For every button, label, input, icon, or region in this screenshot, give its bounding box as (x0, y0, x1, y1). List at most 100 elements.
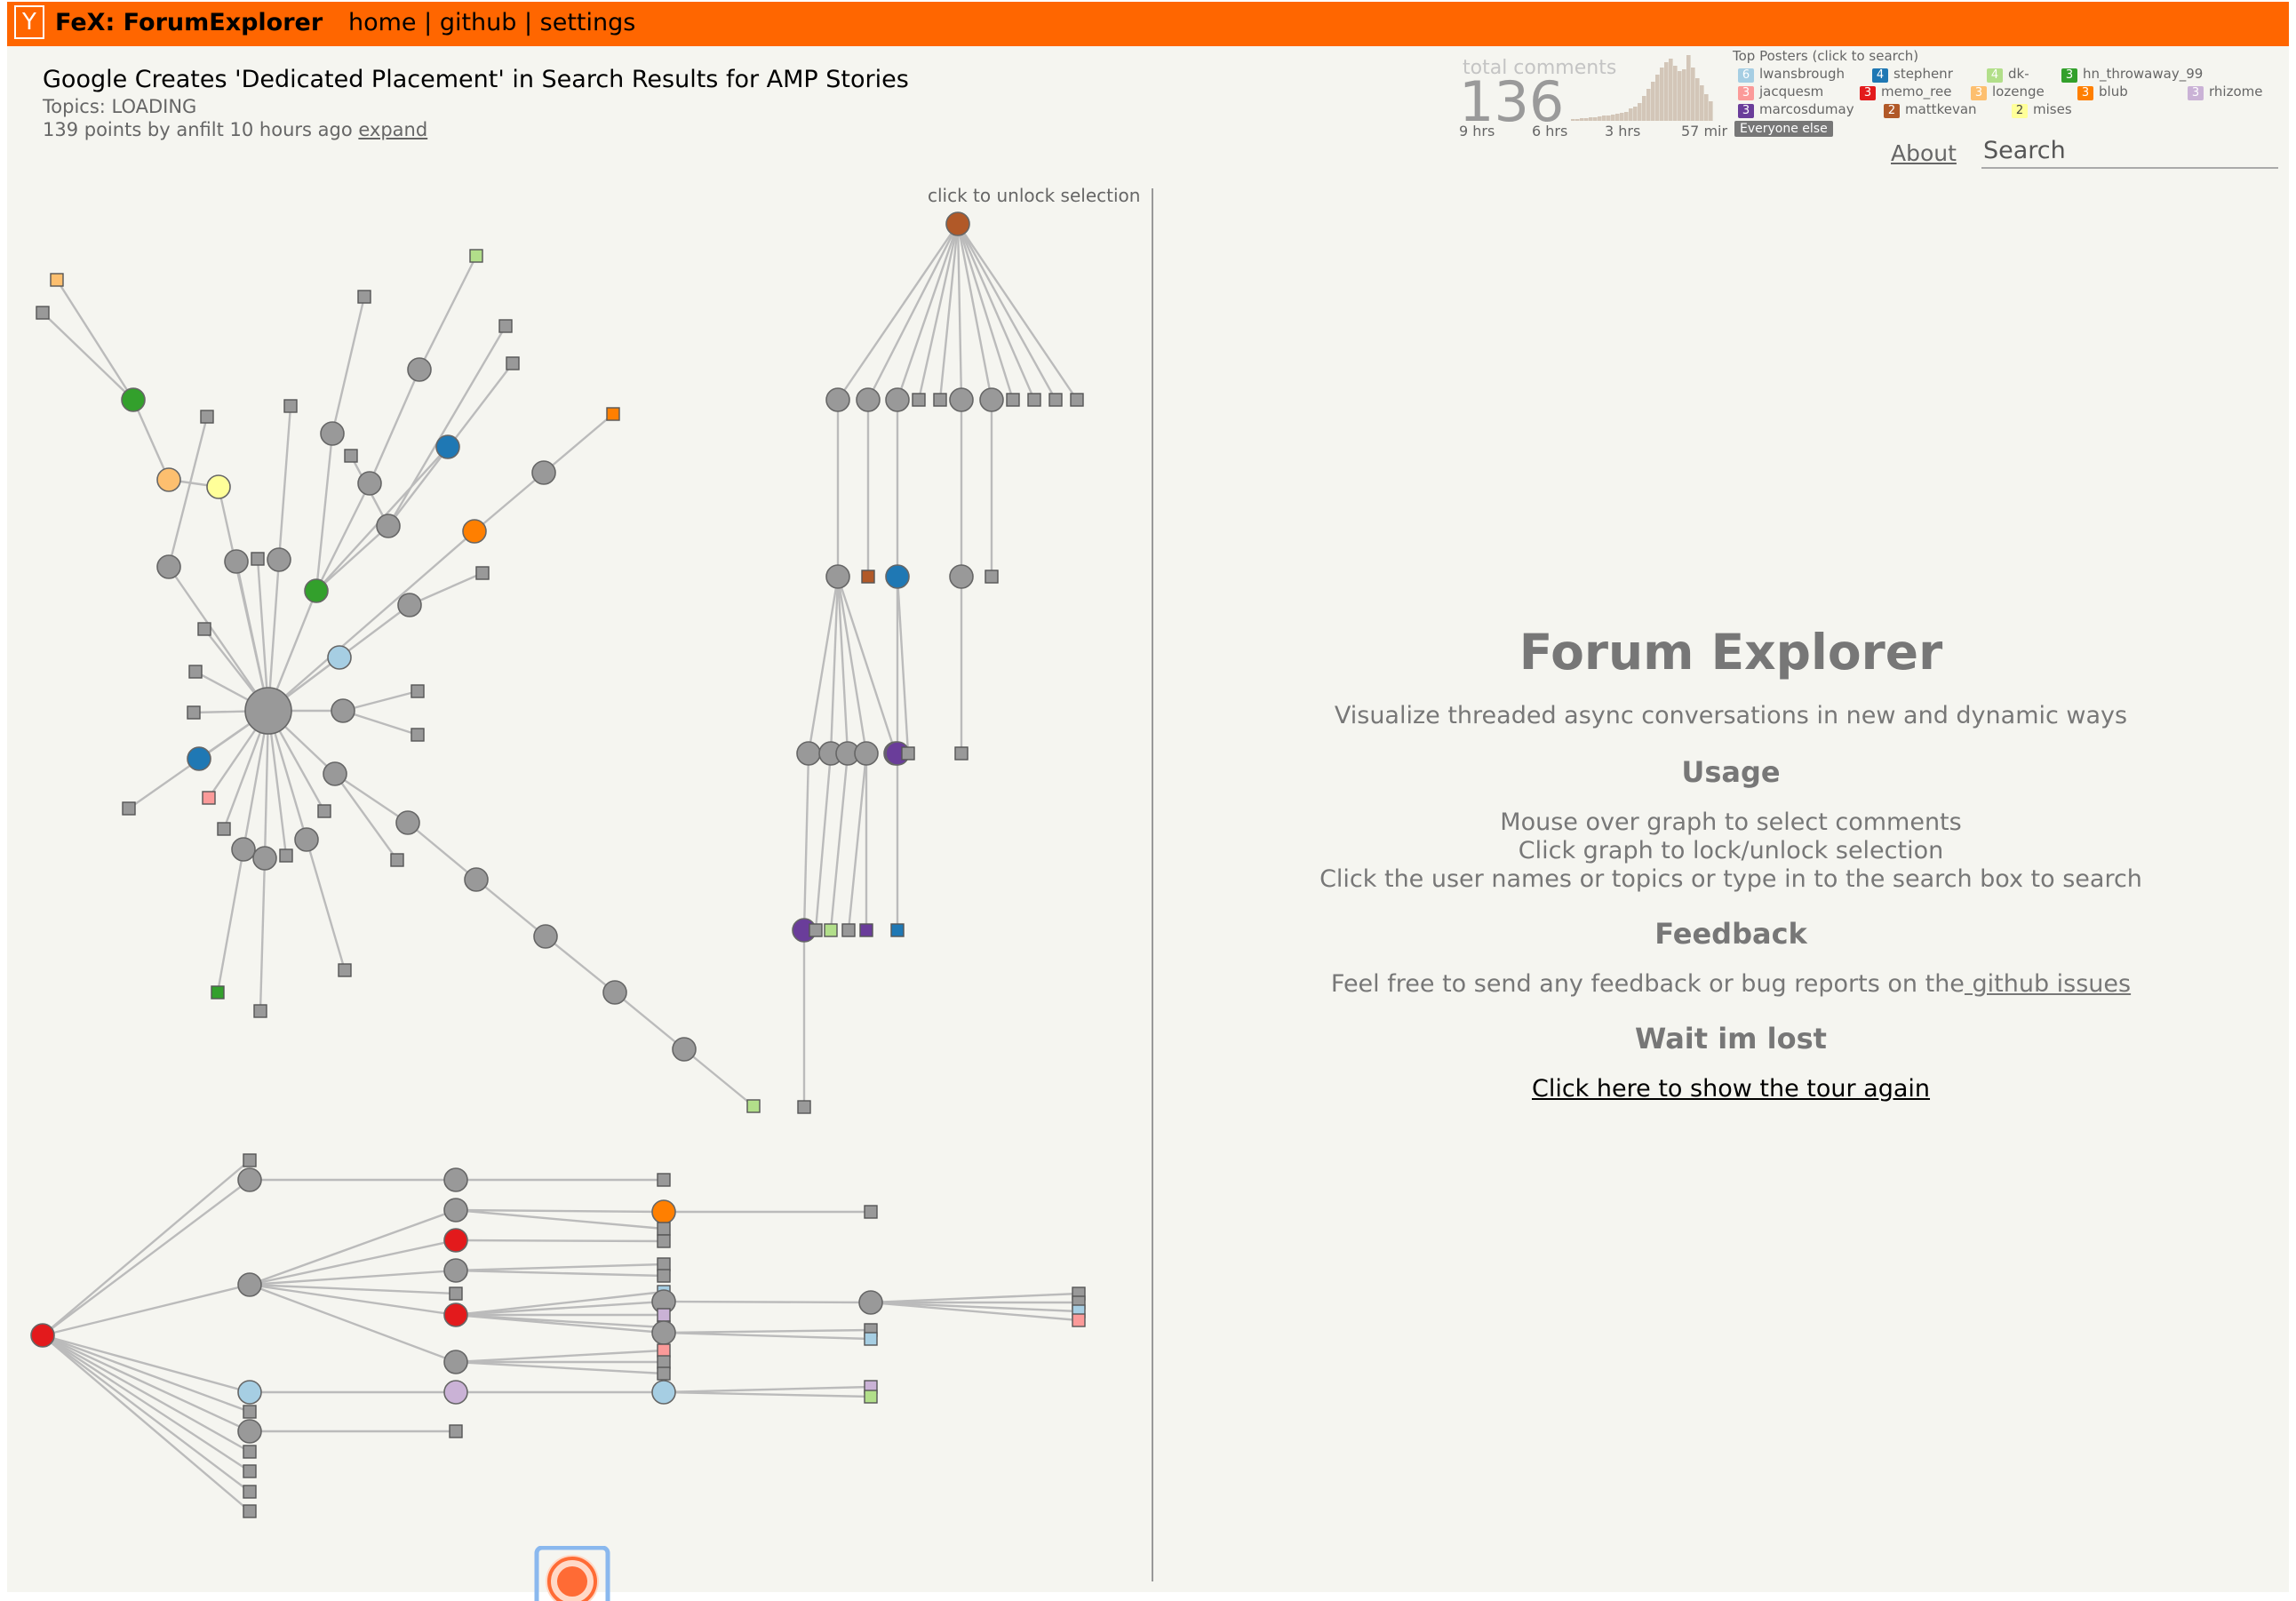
comment-node[interactable] (244, 687, 292, 735)
comment-node[interactable] (395, 810, 420, 835)
comment-node[interactable] (856, 387, 881, 412)
top-poster-item[interactable]: 4 dk- (1987, 66, 2029, 83)
comment-node[interactable] (858, 1290, 883, 1315)
leaf-comment-node[interactable] (197, 622, 211, 636)
comment-node[interactable] (462, 519, 487, 544)
everyone-else-badge[interactable]: Everyone else (1734, 121, 1833, 137)
leaf-comment-node[interactable] (797, 1100, 811, 1114)
leaf-comment-node[interactable] (933, 393, 947, 407)
leaf-comment-node[interactable] (251, 552, 265, 566)
leaf-comment-node[interactable] (859, 923, 873, 937)
top-poster-item[interactable]: 3 memo_ree (1860, 84, 1951, 100)
comment-node[interactable] (187, 746, 211, 771)
leaf-comment-node[interactable] (1070, 393, 1084, 407)
leaf-comment-node[interactable] (1006, 393, 1020, 407)
comment-node[interactable] (156, 554, 181, 579)
comment-node[interactable] (443, 1167, 468, 1192)
leaf-comment-node[interactable] (824, 923, 838, 937)
comment-node[interactable] (327, 645, 352, 670)
leaf-comment-node[interactable] (864, 1332, 878, 1346)
comment-node[interactable] (304, 578, 329, 603)
comment-node[interactable] (443, 1228, 468, 1253)
leaf-comment-node[interactable] (606, 407, 620, 421)
comment-node[interactable] (156, 467, 181, 492)
leaf-comment-node[interactable] (338, 963, 352, 977)
leaf-comment-node[interactable] (475, 566, 490, 580)
leaf-comment-node[interactable] (657, 1366, 671, 1381)
leaf-comment-node[interactable] (357, 290, 371, 304)
top-poster-item[interactable]: 6 lwansbrough (1738, 66, 1845, 83)
top-poster-item[interactable]: 3 rhizome (2188, 84, 2262, 100)
leaf-comment-node[interactable] (1027, 393, 1041, 407)
leaf-comment-node[interactable] (657, 1355, 671, 1369)
expand-link[interactable]: expand (358, 119, 428, 140)
leaf-comment-node[interactable] (890, 923, 905, 937)
y-logo-icon[interactable]: Y (14, 5, 44, 39)
comment-node[interactable] (672, 1037, 697, 1062)
leaf-comment-node[interactable] (449, 1424, 463, 1438)
nav-github-link[interactable]: github (439, 9, 517, 36)
comment-node[interactable] (533, 924, 558, 949)
leaf-comment-node[interactable] (279, 848, 293, 863)
leaf-comment-node[interactable] (344, 449, 358, 463)
leaf-comment-node[interactable] (864, 1390, 878, 1404)
comment-node[interactable] (949, 387, 974, 412)
leaf-comment-node[interactable] (202, 791, 216, 805)
leaf-comment-node[interactable] (469, 249, 483, 263)
leaf-comment-node[interactable] (912, 393, 926, 407)
top-poster-item[interactable]: 4 stephenr (1872, 66, 1953, 83)
leaf-comment-node[interactable] (657, 1257, 671, 1271)
comment-node[interactable] (224, 549, 249, 574)
comment-node[interactable] (331, 698, 355, 723)
leaf-comment-node[interactable] (253, 1004, 267, 1018)
comment-node[interactable] (237, 1167, 262, 1192)
comment-node[interactable] (443, 1302, 468, 1327)
comment-node[interactable] (854, 741, 879, 766)
nav-settings-link[interactable]: settings (539, 9, 636, 36)
leaf-comment-node[interactable] (317, 804, 331, 818)
leaf-comment-node[interactable] (50, 273, 64, 287)
leaf-comment-node[interactable] (200, 410, 214, 424)
leaf-comment-node[interactable] (657, 1269, 671, 1283)
leaf-comment-node[interactable] (746, 1099, 761, 1113)
leaf-comment-node[interactable] (954, 746, 969, 761)
comment-node[interactable] (464, 867, 489, 892)
leaf-comment-node[interactable] (187, 705, 201, 720)
comment-node[interactable] (825, 387, 850, 412)
comment-node[interactable] (443, 1258, 468, 1283)
leaf-comment-node[interactable] (657, 1173, 671, 1187)
comment-node[interactable] (945, 211, 970, 236)
search-input[interactable] (1981, 133, 2278, 169)
comment-node[interactable] (979, 387, 1004, 412)
leaf-comment-node[interactable] (243, 1445, 257, 1459)
leaf-comment-node[interactable] (1072, 1313, 1086, 1327)
comment-node[interactable] (949, 564, 974, 589)
about-link[interactable]: About (1891, 140, 1957, 166)
comment-node[interactable] (397, 593, 422, 617)
comment-node[interactable] (320, 421, 345, 446)
comment-node[interactable] (121, 387, 146, 412)
leaf-comment-node[interactable] (506, 356, 520, 370)
comment-node[interactable] (885, 564, 910, 589)
leaf-comment-node[interactable] (411, 728, 425, 742)
comment-node[interactable] (294, 827, 319, 852)
story-title[interactable]: Google Creates 'Dedicated Placement' in … (43, 66, 909, 93)
leaf-comment-node[interactable] (864, 1205, 878, 1219)
comment-node[interactable] (443, 1350, 468, 1374)
leaf-comment-node[interactable] (390, 853, 404, 867)
comment-node[interactable] (885, 387, 910, 412)
comment-node[interactable] (651, 1320, 676, 1345)
leaf-comment-node[interactable] (243, 1464, 257, 1478)
top-poster-item[interactable]: 2 mises (2012, 101, 2072, 118)
leaf-comment-node[interactable] (283, 399, 298, 413)
leaf-comment-node[interactable] (657, 1343, 671, 1358)
comment-node[interactable] (435, 434, 460, 459)
comment-node[interactable] (407, 357, 432, 382)
comment-node[interactable] (206, 474, 231, 499)
leaf-comment-node[interactable] (809, 923, 823, 937)
comment-node[interactable] (252, 846, 277, 871)
top-poster-item[interactable]: 3 lozenge (1971, 84, 2045, 100)
comment-node[interactable] (531, 460, 556, 485)
leaf-comment-node[interactable] (841, 923, 856, 937)
comment-node[interactable] (651, 1199, 676, 1224)
